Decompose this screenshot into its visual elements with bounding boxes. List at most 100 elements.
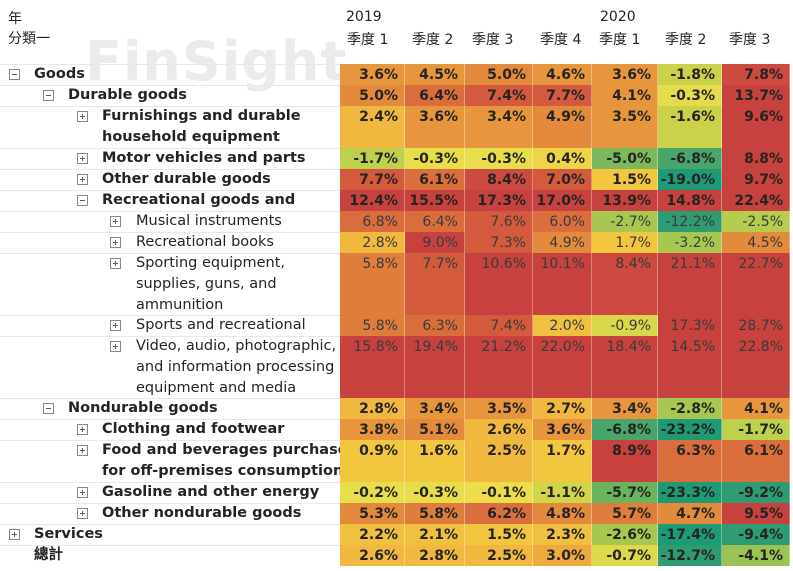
- value-cell[interactable]: 2.8%: [340, 398, 405, 419]
- quarter-header-3[interactable]: 季度 3: [472, 32, 514, 48]
- collapse-icon[interactable]: [43, 403, 54, 414]
- value-cell[interactable]: 3.6%: [405, 106, 465, 148]
- value-cell[interactable]: 17.3%: [465, 190, 533, 211]
- value-cell[interactable]: 2.3%: [533, 524, 592, 545]
- expand-icon[interactable]: [110, 341, 121, 352]
- value-cell[interactable]: -1.8%: [658, 64, 722, 85]
- value-cell[interactable]: 9.6%: [722, 106, 790, 148]
- expand-icon[interactable]: [77, 487, 88, 498]
- value-cell[interactable]: -1.6%: [658, 106, 722, 148]
- value-cell[interactable]: 6.4%: [405, 85, 465, 106]
- expand-icon[interactable]: [9, 529, 20, 540]
- collapse-icon[interactable]: [43, 90, 54, 101]
- value-cell[interactable]: 4.1%: [722, 398, 790, 419]
- value-cell[interactable]: -3.2%: [658, 232, 722, 253]
- value-cell[interactable]: 3.6%: [592, 64, 658, 85]
- value-cell[interactable]: 1.7%: [533, 440, 592, 482]
- value-cell[interactable]: -0.3%: [405, 148, 465, 169]
- value-cell[interactable]: 2.4%: [340, 106, 405, 148]
- value-cell[interactable]: 4.5%: [405, 64, 465, 85]
- expand-icon[interactable]: [77, 111, 88, 122]
- value-cell[interactable]: 5.8%: [340, 253, 405, 315]
- value-cell[interactable]: -0.1%: [465, 482, 533, 503]
- value-cell[interactable]: 5.8%: [405, 503, 465, 524]
- expand-icon[interactable]: [110, 216, 121, 227]
- value-cell[interactable]: 1.5%: [465, 524, 533, 545]
- value-cell[interactable]: 2.1%: [405, 524, 465, 545]
- quarter-header-7[interactable]: 季度 3: [729, 32, 771, 48]
- value-cell[interactable]: 18.4%: [592, 336, 658, 398]
- value-cell[interactable]: 7.8%: [722, 64, 790, 85]
- expand-icon[interactable]: [110, 237, 121, 248]
- value-cell[interactable]: 13.7%: [722, 85, 790, 106]
- quarter-header-2[interactable]: 季度 2: [412, 32, 454, 48]
- value-cell[interactable]: 6.1%: [405, 169, 465, 190]
- value-cell[interactable]: 3.4%: [592, 398, 658, 419]
- value-cell[interactable]: 4.8%: [533, 503, 592, 524]
- value-cell[interactable]: 5.8%: [340, 315, 405, 336]
- value-cell[interactable]: 2.5%: [465, 440, 533, 482]
- value-cell[interactable]: 8.8%: [722, 148, 790, 169]
- value-cell[interactable]: 2.2%: [340, 524, 405, 545]
- value-cell[interactable]: 3.4%: [465, 106, 533, 148]
- value-cell[interactable]: 7.6%: [465, 211, 533, 232]
- value-cell[interactable]: -12.2%: [658, 211, 722, 232]
- value-cell[interactable]: -0.3%: [658, 85, 722, 106]
- value-cell[interactable]: -4.1%: [722, 545, 790, 566]
- value-cell[interactable]: 5.3%: [340, 503, 405, 524]
- value-cell[interactable]: 4.9%: [533, 232, 592, 253]
- value-cell[interactable]: 9.7%: [722, 169, 790, 190]
- value-cell[interactable]: 3.0%: [533, 545, 592, 566]
- value-cell[interactable]: -6.8%: [592, 419, 658, 440]
- value-cell[interactable]: 5.0%: [465, 64, 533, 85]
- value-cell[interactable]: 7.4%: [465, 315, 533, 336]
- expand-icon[interactable]: [77, 445, 88, 456]
- value-cell[interactable]: 7.7%: [340, 169, 405, 190]
- value-cell[interactable]: 2.6%: [465, 419, 533, 440]
- value-cell[interactable]: 3.6%: [340, 64, 405, 85]
- value-cell[interactable]: -2.7%: [592, 211, 658, 232]
- value-cell[interactable]: 10.1%: [533, 253, 592, 315]
- value-cell[interactable]: 2.7%: [533, 398, 592, 419]
- value-cell[interactable]: 21.1%: [658, 253, 722, 315]
- value-cell[interactable]: 7.0%: [533, 169, 592, 190]
- expand-icon[interactable]: [77, 424, 88, 435]
- value-cell[interactable]: 9.0%: [405, 232, 465, 253]
- value-cell[interactable]: 6.1%: [722, 440, 790, 482]
- value-cell[interactable]: -0.3%: [465, 148, 533, 169]
- value-cell[interactable]: -1.7%: [722, 419, 790, 440]
- value-cell[interactable]: 17.0%: [533, 190, 592, 211]
- value-cell[interactable]: 1.7%: [592, 232, 658, 253]
- value-cell[interactable]: 7.3%: [465, 232, 533, 253]
- expand-icon[interactable]: [77, 508, 88, 519]
- value-cell[interactable]: 6.0%: [533, 211, 592, 232]
- value-cell[interactable]: 4.6%: [533, 64, 592, 85]
- expand-icon[interactable]: [77, 174, 88, 185]
- value-cell[interactable]: 3.8%: [340, 419, 405, 440]
- value-cell[interactable]: 14.5%: [658, 336, 722, 398]
- value-cell[interactable]: -0.3%: [405, 482, 465, 503]
- collapse-icon[interactable]: [77, 195, 88, 206]
- value-cell[interactable]: 6.8%: [340, 211, 405, 232]
- quarter-header-1[interactable]: 季度 1: [347, 32, 389, 48]
- value-cell[interactable]: 3.5%: [592, 106, 658, 148]
- collapse-icon[interactable]: [9, 69, 20, 80]
- value-cell[interactable]: -1.7%: [340, 148, 405, 169]
- value-cell[interactable]: -19.0%: [658, 169, 722, 190]
- value-cell[interactable]: -0.9%: [592, 315, 658, 336]
- value-cell[interactable]: 6.4%: [405, 211, 465, 232]
- value-cell[interactable]: 21.2%: [465, 336, 533, 398]
- expand-icon[interactable]: [110, 258, 121, 269]
- value-cell[interactable]: 6.2%: [465, 503, 533, 524]
- value-cell[interactable]: -17.4%: [658, 524, 722, 545]
- value-cell[interactable]: -6.8%: [658, 148, 722, 169]
- value-cell[interactable]: 1.6%: [405, 440, 465, 482]
- value-cell[interactable]: 2.6%: [340, 545, 405, 566]
- value-cell[interactable]: 8.9%: [592, 440, 658, 482]
- value-cell[interactable]: 15.8%: [340, 336, 405, 398]
- value-cell[interactable]: -9.4%: [722, 524, 790, 545]
- value-cell[interactable]: 3.5%: [465, 398, 533, 419]
- value-cell[interactable]: 8.4%: [465, 169, 533, 190]
- value-cell[interactable]: 6.3%: [658, 440, 722, 482]
- value-cell[interactable]: -0.2%: [340, 482, 405, 503]
